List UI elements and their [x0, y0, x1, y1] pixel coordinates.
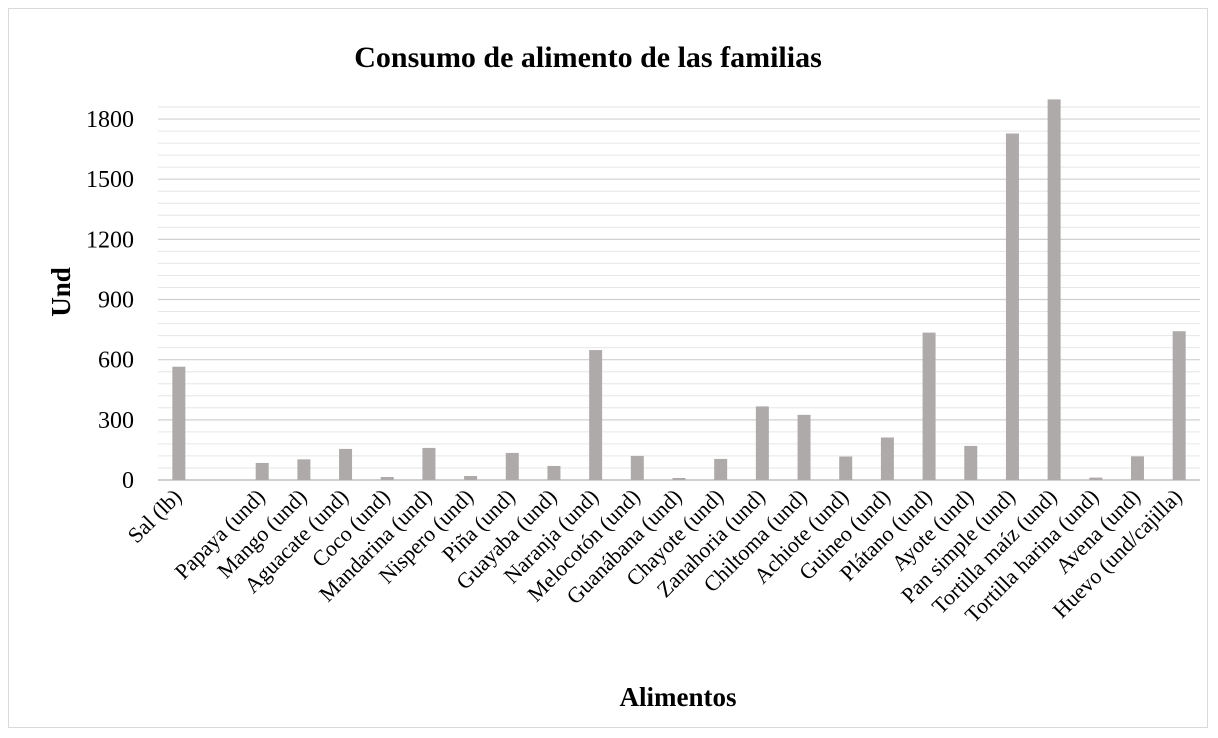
bar — [589, 350, 603, 480]
y-tick-label: 1500 — [86, 167, 134, 193]
y-tick-label: 600 — [98, 348, 134, 374]
bar — [964, 445, 978, 480]
y-tick-label: 0 — [122, 468, 134, 494]
bar — [422, 447, 436, 480]
bar — [1130, 456, 1144, 480]
bar — [380, 476, 394, 480]
bar — [1047, 99, 1061, 480]
y-tick-label: 1800 — [86, 107, 134, 133]
bar — [672, 477, 686, 480]
y-tick-labels: 0 300 600 900 1200 1500 1800 — [86, 107, 134, 494]
bar — [547, 465, 561, 480]
bar — [1005, 133, 1019, 480]
bar — [714, 458, 728, 480]
y-tick-label: 1200 — [86, 227, 134, 253]
y-tick-label: 300 — [98, 408, 134, 434]
gridlines — [158, 106, 1200, 481]
bar — [630, 455, 644, 480]
bar — [172, 366, 186, 480]
bar — [1172, 331, 1186, 480]
bar — [1089, 477, 1103, 480]
y-tick-label: 900 — [98, 288, 134, 314]
chart-title: Consumo de alimento de las familias — [354, 41, 822, 74]
bar — [464, 475, 478, 480]
bar — [297, 459, 311, 480]
bar — [880, 437, 894, 480]
x-tick-labels: Sal (lb)Papaya (und)Mango (und)Aguacate … — [122, 484, 1186, 628]
bar — [339, 448, 353, 480]
y-axis-title: Und — [46, 267, 76, 317]
bar — [797, 414, 811, 480]
bar — [922, 332, 936, 480]
bar — [755, 406, 769, 480]
bar — [255, 462, 269, 480]
bars — [172, 99, 1186, 480]
x-axis-title: Alimentos — [620, 682, 737, 712]
bar — [839, 456, 853, 480]
bar — [505, 452, 519, 480]
